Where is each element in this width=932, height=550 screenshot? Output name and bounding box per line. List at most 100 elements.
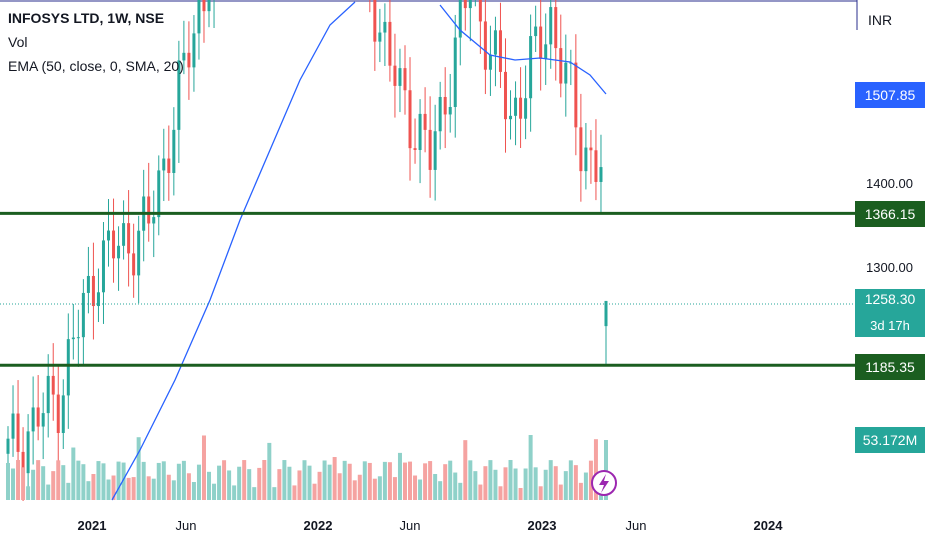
- candle-body: [534, 26, 538, 37]
- volume-bar: [413, 475, 418, 500]
- volume-bar: [232, 485, 237, 500]
- volume-bar: [528, 435, 533, 500]
- candle-body: [559, 48, 563, 84]
- volume-bar: [327, 464, 332, 500]
- volume-bar: [418, 479, 423, 500]
- volume-bar: [493, 469, 498, 500]
- candle-body: [398, 68, 402, 86]
- candle-body: [11, 413, 15, 439]
- volume-bar: [267, 442, 272, 500]
- volume-bar: [156, 462, 161, 500]
- volume-bar: [387, 462, 392, 500]
- candle-body: [539, 26, 543, 59]
- candle-body: [101, 240, 105, 293]
- candle-body: [86, 275, 90, 293]
- volume-bar: [533, 467, 538, 500]
- ema-value-tag: 1507.85: [855, 82, 925, 108]
- price-tick-label: 1300.00: [866, 260, 913, 275]
- volume-bar: [207, 471, 212, 500]
- candle-body: [152, 217, 156, 224]
- time-axis-label: 2022: [303, 518, 333, 533]
- volume-indicator-label[interactable]: Vol: [8, 34, 28, 50]
- volume-bar: [141, 461, 146, 500]
- volume-bar: [548, 460, 553, 500]
- volume-bar: [51, 471, 56, 500]
- volume-bar: [498, 486, 503, 500]
- volume-bar: [91, 473, 96, 500]
- volume-bar: [604, 440, 608, 500]
- volume-bar: [96, 461, 101, 500]
- candle-body: [76, 337, 80, 339]
- candle-body: [41, 413, 45, 427]
- candle-body: [519, 97, 523, 119]
- candle-body: [16, 413, 20, 452]
- currency-label[interactable]: INR: [868, 12, 893, 28]
- volume-bar: [136, 437, 141, 500]
- time-axis-label: 2023: [527, 518, 557, 533]
- candle-body: [483, 21, 487, 70]
- candle-body: [453, 37, 457, 107]
- support-level-tag[interactable]: 1185.35: [855, 354, 925, 380]
- volume-bar: [448, 460, 453, 500]
- candle-body: [147, 196, 151, 224]
- candle-body: [468, 0, 472, 9]
- candle-body: [433, 131, 437, 170]
- lightning-icon: [599, 474, 609, 493]
- candle-body: [418, 113, 422, 150]
- volume-bar: [463, 440, 468, 500]
- ema-indicator-label[interactable]: EMA (50, close, 0, SMA, 20): [8, 58, 184, 74]
- candle-body: [589, 147, 593, 151]
- volume-bar: [357, 474, 362, 500]
- volume-bar: [583, 472, 588, 500]
- volume-bar: [212, 483, 217, 500]
- candle-body: [599, 167, 603, 182]
- candle-body: [448, 106, 452, 115]
- candle-body: [549, 7, 553, 45]
- price-tick-label: 1400.00: [866, 176, 913, 191]
- resistance-level-tag[interactable]: 1366.15: [855, 201, 925, 227]
- candle-body: [594, 150, 598, 182]
- candle-body: [428, 129, 432, 170]
- candle-body: [167, 158, 171, 173]
- volume-bar: [302, 460, 307, 500]
- candle-body: [46, 375, 50, 414]
- last-price-value: 1258.30: [864, 291, 916, 307]
- volume-bar: [257, 467, 262, 500]
- volume-bar: [508, 460, 513, 500]
- candle-body: [413, 148, 417, 150]
- volume-bar: [11, 468, 16, 500]
- volume-bar: [26, 486, 31, 500]
- candle-body: [6, 438, 10, 454]
- candle-body: [36, 407, 40, 427]
- candle-body: [56, 394, 60, 434]
- volume-bar: [367, 462, 372, 500]
- volume-bar: [483, 466, 488, 500]
- symbol-title[interactable]: INFOSYS LTD, 1W, NSE: [8, 10, 165, 26]
- volume-bar: [438, 481, 443, 500]
- candle-body: [127, 223, 131, 254]
- volume-bar: [242, 460, 247, 500]
- candle-body: [544, 44, 548, 59]
- volume-bar: [488, 460, 493, 500]
- candle-body: [71, 337, 75, 340]
- candle-body: [584, 147, 588, 172]
- volume-bar: [81, 464, 86, 500]
- candle-body: [564, 62, 568, 84]
- candle-body: [403, 68, 407, 91]
- candle-body: [438, 96, 442, 132]
- volume-bar: [523, 468, 528, 500]
- volume-bar: [146, 476, 151, 500]
- volume-bar: [453, 472, 458, 500]
- volume-bar: [106, 479, 111, 500]
- volume-bar: [181, 460, 186, 500]
- volume-bar: [16, 460, 21, 500]
- candle-body: [443, 96, 447, 115]
- volume-bar: [593, 439, 598, 500]
- volume-bar: [171, 480, 176, 500]
- candle-body: [579, 127, 583, 172]
- volume-value-tag: 53.172M: [855, 427, 925, 453]
- volume-bar: [513, 468, 518, 500]
- volume-bar: [31, 469, 36, 500]
- candle-body: [458, 0, 462, 38]
